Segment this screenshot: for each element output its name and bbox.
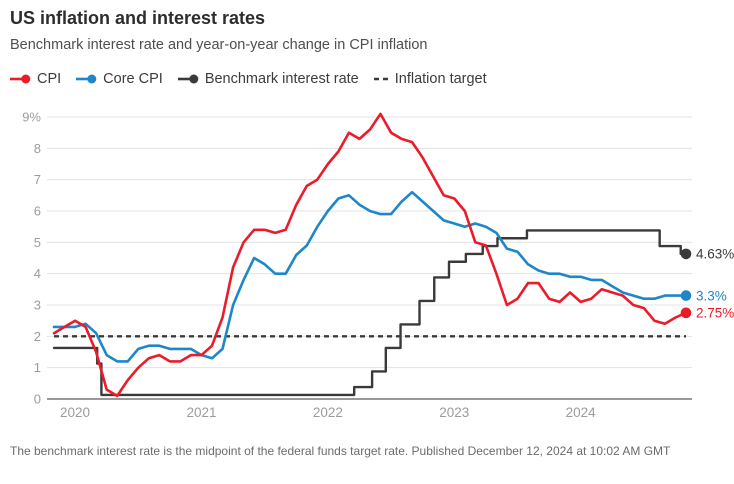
- x-axis-tick-label: 2020: [60, 405, 90, 420]
- x-axis-tick-label: 2023: [439, 405, 469, 420]
- y-axis-tick-label: 2: [34, 329, 41, 344]
- chart-card: US inflation and interest rates Benchmar…: [10, 8, 734, 458]
- y-axis-tick-label: 5: [34, 235, 41, 250]
- series-line-core-cpi: [52, 190, 688, 363]
- legend-label: Inflation target: [394, 71, 487, 87]
- series-end-label-benchmark: 4.63%: [696, 247, 734, 262]
- dashed-line-icon: [373, 77, 388, 81]
- y-axis-tick-label: 9%: [22, 110, 41, 125]
- x-axis-tick-label: 2022: [313, 405, 343, 420]
- y-axis-tick-label: 4: [34, 266, 41, 281]
- y-axis-tick-label: 7: [34, 172, 41, 187]
- y-axis-tick-label: 8: [34, 141, 41, 156]
- series-end-dot-benchmark: [680, 248, 692, 260]
- line-dot-icon: [177, 74, 199, 84]
- series-end-dot-core-cpi: [680, 290, 692, 301]
- legend-item-core-cpi: Core CPI: [76, 71, 163, 87]
- series-line-cpi: [52, 112, 688, 398]
- line-chart: 9% 8 7 6 5 4 3 2 1 0 2020 2021 2022 2023 2024 4.63% 3.3%…: [22, 110, 734, 421]
- legend-item-benchmark: Benchmark interest rate: [177, 71, 359, 87]
- chart-subtitle: Benchmark interest rate and year-on-year…: [10, 37, 428, 53]
- legend-item-cpi: CPI: [10, 71, 61, 87]
- series-end-label-core-cpi: 3.3%: [696, 288, 727, 303]
- line-dot-icon: [10, 74, 31, 84]
- legend-label: Core CPI: [103, 71, 163, 87]
- page-title: US inflation and interest rates: [10, 8, 266, 28]
- legend-label: Benchmark interest rate: [204, 71, 359, 87]
- y-axis-tick-label: 1: [34, 360, 41, 375]
- y-axis-tick-label: 0: [34, 392, 41, 407]
- series-end-label-cpi: 2.75%: [696, 306, 734, 321]
- y-axis-tick-label: 6: [34, 204, 41, 219]
- chart-legend: CPI Core CPI Benchmark interest rate Inflat…: [10, 70, 724, 88]
- x-axis-tick-label: 2024: [566, 405, 597, 420]
- chart-footnote: The benchmark interest rate is the midpo…: [10, 444, 671, 458]
- y-axis-tick-label: 3: [34, 298, 41, 313]
- series-end-dot-cpi: [680, 307, 692, 319]
- x-axis-tick-label: 2021: [186, 405, 216, 420]
- legend-label: CPI: [37, 71, 62, 87]
- line-dot-icon: [76, 74, 97, 84]
- series-line-benchmark: [52, 229, 688, 397]
- legend-item-inflation-target: Inflation target: [373, 71, 487, 87]
